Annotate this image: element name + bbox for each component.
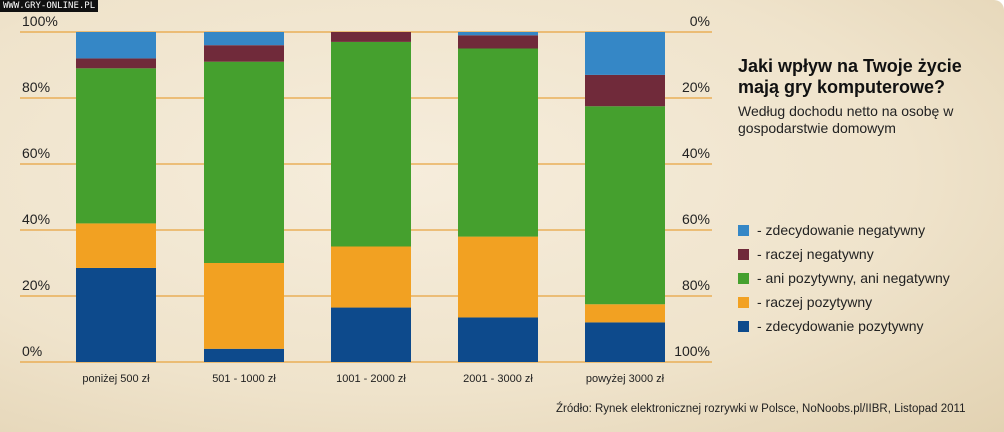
legend-swatch	[738, 296, 749, 308]
chart-subtitle: Według dochodu netto na osobę w gospodar…	[738, 103, 954, 136]
bar-segment	[204, 263, 284, 349]
legend-item: - zdecydowanie negatywny	[738, 218, 950, 242]
bar-segment	[585, 106, 665, 305]
bar-segment	[458, 35, 538, 49]
legend-item: - raczej negatywny	[738, 242, 950, 266]
title-line-1: Jaki wpływ na Twoje życie	[738, 56, 962, 76]
legend-label: - raczej pozytywny	[757, 294, 873, 310]
legend-swatch	[738, 272, 749, 284]
legend-label: - zdecydowanie negatywny	[757, 222, 926, 238]
legend-swatch	[738, 248, 749, 260]
legend-swatch	[738, 320, 749, 332]
bar-segment	[585, 304, 665, 323]
title-line-2: mają gry komputerowe?	[738, 77, 946, 97]
legend-item: - zdecydowanie pozytywny	[738, 314, 950, 338]
category-label: poniżej 500 zł	[82, 373, 150, 385]
bar-segment	[458, 48, 538, 237]
legend-item: - raczej pozytywny	[738, 290, 950, 314]
bar-segment	[76, 267, 156, 362]
bar-segment	[331, 307, 411, 362]
right-tick-label: 40%	[682, 145, 710, 161]
left-tick-label: 20%	[22, 277, 50, 293]
bar-segment	[76, 32, 156, 59]
source-note: Źródło: Rynek elektronicznej rozrywki w …	[556, 403, 966, 415]
bar-segment	[76, 58, 156, 69]
watermark: WWW.GRY-ONLINE.PL	[0, 0, 99, 12]
bar-segment	[585, 32, 665, 75]
bar-segment	[76, 223, 156, 268]
category-label: 1001 - 2000 zł	[336, 373, 406, 385]
right-tick-label: 100%	[674, 343, 710, 359]
bar-segment	[585, 322, 665, 362]
bar-segment	[204, 45, 284, 62]
bar-segment	[204, 61, 284, 264]
category-label: powyżej 3000 zł	[586, 373, 665, 385]
bar-segment	[331, 32, 411, 42]
bar-segment	[76, 68, 156, 224]
bar-segment	[204, 32, 284, 46]
right-tick-label: 0%	[690, 13, 710, 29]
right-tick-label: 60%	[682, 211, 710, 227]
right-tick-label: 20%	[682, 79, 710, 95]
chart-title: Jaki wpływ na Twoje życie mają gry komput…	[738, 56, 962, 98]
right-tick-label: 80%	[682, 277, 710, 293]
bar-segment	[331, 41, 411, 247]
left-tick-label: 60%	[22, 145, 50, 161]
legend: - zdecydowanie negatywny - raczej negatyw…	[738, 218, 950, 338]
category-label: 501 - 1000 zł	[212, 373, 276, 385]
bar-segment	[204, 348, 284, 362]
bar-segment	[458, 236, 538, 318]
left-tick-label: 40%	[22, 211, 50, 227]
legend-label: - zdecydowanie pozytywny	[757, 318, 924, 334]
left-tick-label: 100%	[22, 13, 58, 29]
legend-label: - ani pozytywny, ani negatywny	[757, 270, 950, 286]
bar-segment	[458, 32, 538, 36]
category-label: 2001 - 3000 zł	[463, 373, 533, 385]
bar-segment	[331, 246, 411, 308]
bar-segment	[458, 317, 538, 362]
left-tick-label: 80%	[22, 79, 50, 95]
legend-item: - ani pozytywny, ani negatywny	[738, 266, 950, 290]
legend-swatch	[738, 224, 749, 236]
legend-label: - raczej negatywny	[757, 246, 874, 262]
bar-segment	[585, 74, 665, 107]
left-tick-label: 0%	[22, 343, 42, 359]
